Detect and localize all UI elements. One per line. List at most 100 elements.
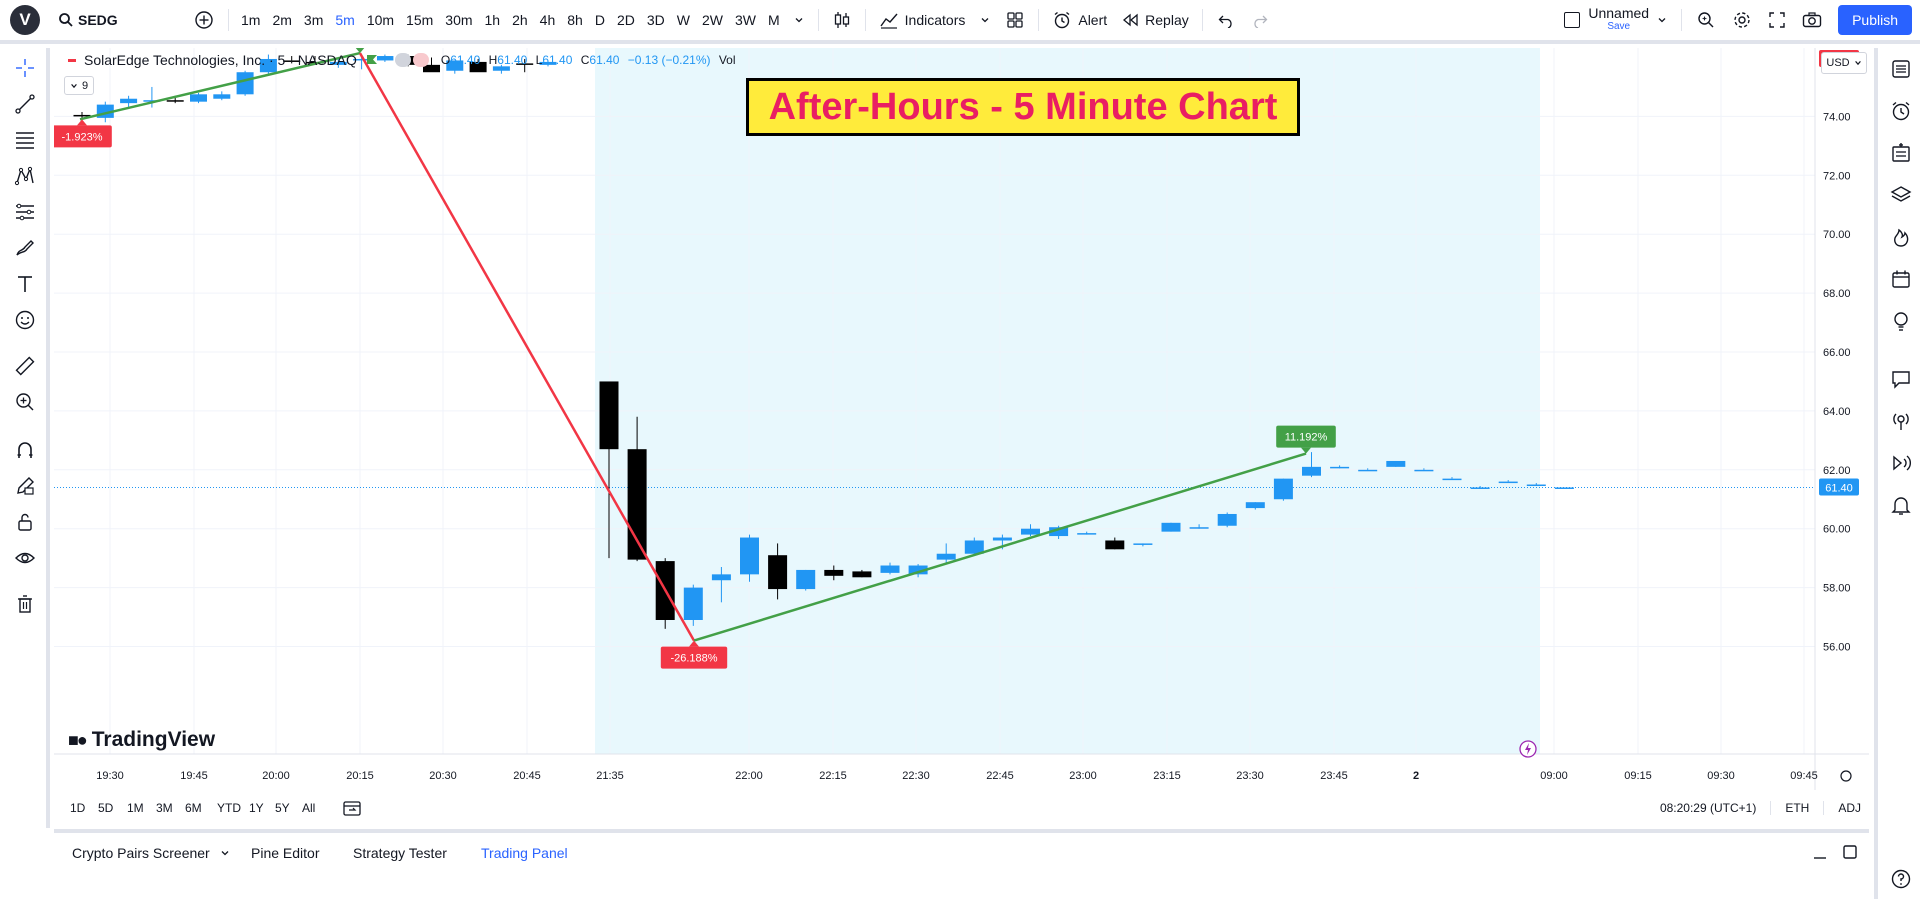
visibility-pills[interactable]	[394, 53, 429, 67]
callout-second-rise[interactable]: 11.192%	[1276, 425, 1336, 454]
range-1m-button[interactable]: 1M	[127, 801, 144, 815]
interval-w-button[interactable]: W	[676, 12, 690, 28]
data-window-icon[interactable]	[1888, 140, 1914, 166]
tab-crypto-pairs-screener[interactable]: Crypto Pairs Screener	[72, 845, 230, 861]
range-1y-button[interactable]: 1Y	[249, 801, 264, 815]
symbol-search-button[interactable]: SEDG	[54, 12, 186, 28]
redo-button[interactable]	[1243, 6, 1277, 34]
ruler-icon[interactable]	[13, 354, 37, 378]
interval-15m-button[interactable]: 15m	[406, 12, 434, 28]
undo-button[interactable]	[1209, 6, 1243, 34]
interval-3m-button[interactable]: 3m	[303, 12, 324, 28]
maximize-panel-button[interactable]	[1841, 843, 1859, 866]
currency-selector[interactable]: USD	[1821, 52, 1867, 74]
watchlist-icon[interactable]	[1888, 56, 1914, 82]
emoji-icon[interactable]	[13, 308, 37, 332]
interval-2h-button[interactable]: 2h	[512, 12, 528, 28]
interval-d-button[interactable]: D	[594, 12, 605, 28]
pattern-icon[interactable]	[13, 164, 37, 188]
alert-button[interactable]: Alert	[1045, 6, 1114, 34]
interval-1m-button[interactable]: 1m	[241, 12, 261, 28]
interval-8h-button[interactable]: 8h	[567, 12, 583, 28]
layout-name[interactable]: Unnamed Save	[1588, 6, 1649, 33]
hotlists-flame-icon[interactable]	[1888, 224, 1914, 250]
indicators-button[interactable]: Indicators	[872, 6, 973, 34]
streams-icon[interactable]	[1888, 408, 1914, 434]
text-tool-icon[interactable]	[13, 272, 37, 296]
tab-pine-editor[interactable]: Pine Editor	[251, 845, 320, 861]
callout-start-change[interactable]: -1.923%	[54, 119, 112, 148]
projection-icon[interactable]	[13, 200, 37, 224]
calendar-icon[interactable]	[1888, 266, 1914, 292]
trash-icon[interactable]	[13, 592, 37, 616]
fib-retracement-icon[interactable]	[13, 128, 37, 152]
wave-pill-icon[interactable]	[412, 53, 429, 67]
brush-icon[interactable]	[13, 236, 37, 260]
magnet-icon[interactable]	[13, 438, 37, 462]
quick-search-button[interactable]	[1688, 6, 1724, 34]
interval-2w-button[interactable]: 2W	[701, 12, 723, 28]
crosshair-icon[interactable]	[13, 56, 37, 80]
chart-type-button[interactable]	[825, 6, 859, 34]
help-icon[interactable]	[1888, 866, 1914, 892]
fullscreen-button[interactable]	[1760, 6, 1794, 34]
callout-drop[interactable]: -26.188%	[660, 640, 728, 669]
compare-symbol-button[interactable]	[186, 6, 222, 34]
adjust-button[interactable]: ADJ	[1838, 801, 1861, 815]
tab-strategy-tester[interactable]: Strategy Tester	[353, 845, 447, 861]
replay-button[interactable]: Replay	[1114, 6, 1196, 34]
alerts-clock-icon[interactable]	[1888, 98, 1914, 124]
publish-button[interactable]: Publish	[1838, 5, 1912, 35]
settings-button[interactable]	[1724, 6, 1760, 34]
range-all-button[interactable]: All	[302, 801, 316, 815]
interval-30m-button[interactable]: 30m	[445, 12, 473, 28]
price-chart[interactable]: 56.00 58.00 60.00 62.00 64.00 66.00 68.00 70.00…	[54, 48, 1869, 790]
lock-icon[interactable]	[13, 510, 37, 534]
range-6m-button[interactable]: 6M	[185, 801, 202, 815]
interval-5m-button[interactable]: 5m	[335, 12, 355, 28]
interval-dropdown-button[interactable]	[786, 6, 812, 34]
ideas-lightbulb-icon[interactable]	[1888, 308, 1914, 334]
toolbar-separator	[864, 9, 866, 31]
interval-3d-button[interactable]: 3D	[646, 12, 665, 28]
goto-date-button[interactable]	[342, 799, 362, 820]
templates-button[interactable]	[998, 6, 1032, 34]
interval-3w-button[interactable]: 3W	[734, 12, 756, 28]
range-5d-button[interactable]: 5D	[98, 801, 114, 815]
save-label[interactable]: Save	[1607, 21, 1631, 32]
clock-time[interactable]: 08:20:29 (UTC+1)	[1659, 801, 1757, 815]
broadcast-icon[interactable]	[1888, 450, 1914, 476]
layout-select-checkbox[interactable]	[1564, 12, 1581, 28]
layout-dropdown-button[interactable]	[1649, 6, 1675, 34]
layers-icon[interactable]	[1888, 182, 1914, 208]
hide-pill-icon[interactable]	[394, 53, 411, 67]
legend-collapse-button[interactable]: 9	[64, 76, 94, 95]
brand-label: TradingView	[91, 728, 216, 751]
interval-1h-button[interactable]: 1h	[484, 12, 501, 28]
tab-trading-panel[interactable]: Trading Panel	[481, 845, 568, 861]
callout-first-rise[interactable]: 3.003%	[334, 48, 387, 54]
range-ytd-button[interactable]: YTD	[217, 801, 241, 815]
indicators-dropdown-button[interactable]	[972, 6, 998, 34]
notifications-bell-icon[interactable]	[1888, 492, 1914, 518]
interval-10m-button[interactable]: 10m	[366, 12, 395, 28]
interval-2d-button[interactable]: 2D	[616, 12, 635, 28]
eye-icon[interactable]	[13, 546, 37, 570]
range-5y-button[interactable]: 5Y	[275, 801, 290, 815]
chat-icon[interactable]	[1888, 366, 1914, 392]
tradingview-logo[interactable]: ■● TradingView	[68, 728, 215, 752]
trend-line-icon[interactable]	[13, 92, 37, 116]
interval-2m-button[interactable]: 2m	[272, 12, 292, 28]
interval-m-button[interactable]: M	[767, 12, 780, 28]
lock-drawings-pencil-icon[interactable]	[13, 474, 37, 498]
interval-4h-button[interactable]: 4h	[539, 12, 556, 28]
user-avatar[interactable]: V	[10, 5, 40, 35]
range-1d-button[interactable]: 1D	[70, 801, 86, 815]
minimize-panel-button[interactable]	[1811, 843, 1829, 866]
chart-pane[interactable]: 56.00 58.00 60.00 62.00 64.00 66.00 68.00 70.00…	[54, 48, 1869, 790]
zoom-in-icon[interactable]	[13, 390, 37, 414]
snapshot-button[interactable]	[1794, 6, 1830, 34]
indicators-icon	[880, 13, 898, 29]
session-button[interactable]: ETH	[1785, 801, 1810, 815]
range-3m-button[interactable]: 3M	[156, 801, 173, 815]
